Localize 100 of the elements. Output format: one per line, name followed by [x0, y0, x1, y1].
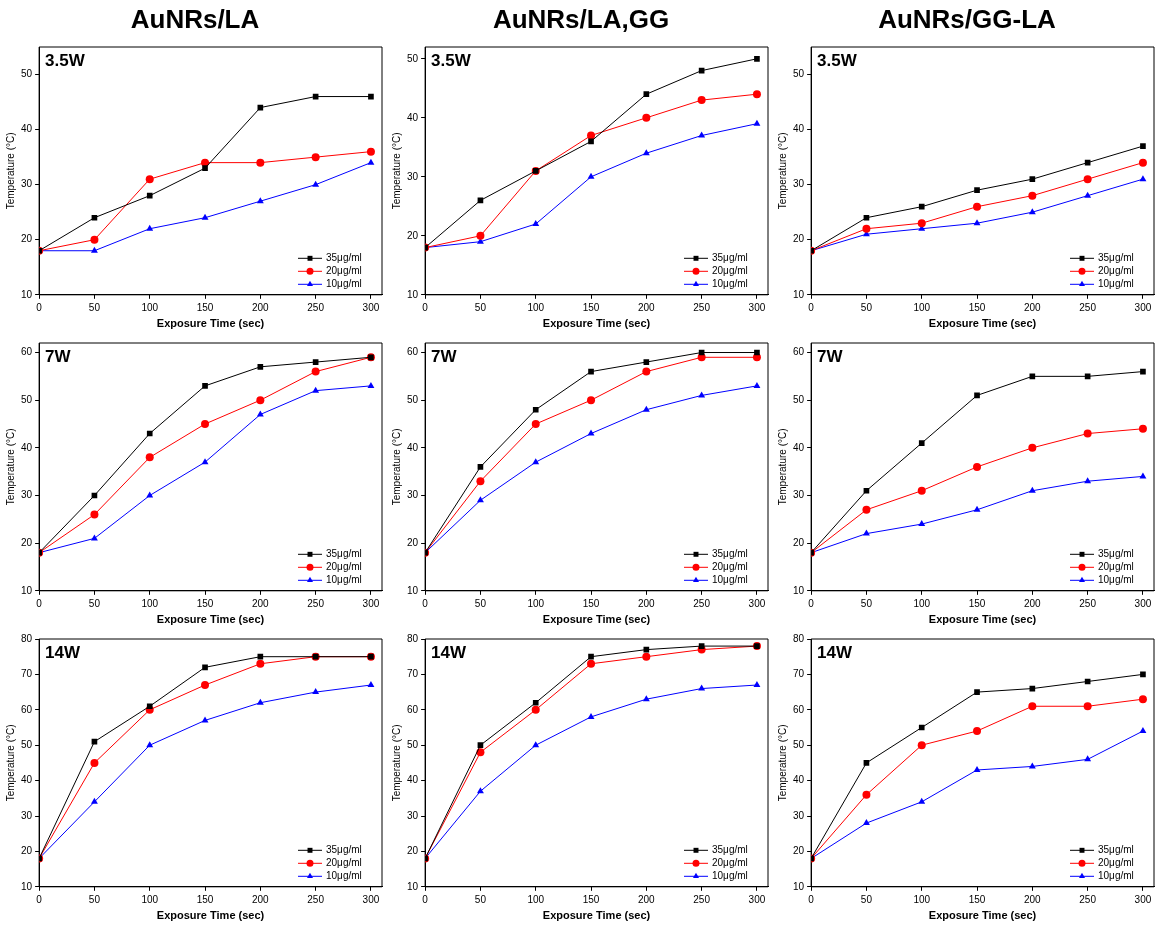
x-tick-label: 150 — [196, 301, 214, 313]
x-tick-label: 50 — [474, 597, 487, 609]
x-axis-title: Exposure Time (sec) — [928, 317, 1037, 330]
y-tick-label: 60 — [793, 346, 805, 358]
x-tick-label: 100 — [913, 597, 931, 609]
y-tick-label: 20 — [21, 845, 33, 857]
y-tick-label: 50 — [793, 393, 805, 405]
legend-label: 35μg/ml — [326, 548, 362, 560]
x-tick-label: 200 — [637, 597, 656, 609]
y-tick-label: 20 — [793, 233, 805, 245]
x-axis-title: Exposure Time (sec) — [542, 909, 651, 922]
x-tick-label: 300 — [1134, 597, 1152, 609]
x-tick-label: 0 — [808, 597, 815, 609]
legend-label: 10μg/ml — [712, 278, 748, 290]
y-tick-label: 50 — [793, 738, 805, 750]
legend-label: 20μg/ml — [326, 265, 362, 277]
x-tick-label: 50 — [860, 893, 873, 905]
y-tick-label: 40 — [21, 123, 33, 135]
legend-label: 35μg/ml — [326, 252, 362, 264]
y-tick-label: 60 — [407, 703, 419, 715]
x-tick-label: 150 — [968, 301, 986, 313]
y-tick-label: 80 — [407, 632, 419, 644]
y-tick-label: 20 — [793, 845, 805, 857]
y-tick-label: 50 — [21, 68, 33, 80]
x-tick-label: 100 — [527, 597, 545, 609]
x-tick-label: 100 — [141, 301, 159, 313]
x-tick-label: 200 — [251, 301, 270, 313]
y-tick-label: 70 — [21, 668, 33, 680]
x-tick-label: 250 — [1079, 893, 1097, 905]
x-tick-label: 250 — [307, 597, 325, 609]
legend-label: 20μg/ml — [1098, 561, 1134, 573]
annotation: 14W — [431, 643, 468, 663]
x-tick-label: 100 — [527, 301, 545, 313]
y-axis-title: Temperature (°C) — [4, 428, 16, 506]
y-tick-label: 30 — [793, 809, 805, 821]
legend-label: 35μg/ml — [326, 844, 362, 856]
x-tick-label: 300 — [748, 893, 766, 905]
legend-label: 10μg/ml — [1098, 574, 1134, 586]
x-tick-label: 50 — [88, 893, 101, 905]
legend-label: 10μg/ml — [326, 870, 362, 882]
y-tick-label: 10 — [407, 880, 419, 892]
y-tick-label: 40 — [21, 774, 33, 786]
y-tick-label: 40 — [793, 441, 805, 453]
x-tick-label: 0 — [422, 301, 429, 313]
legend-label: 20μg/ml — [1098, 265, 1134, 277]
y-tick-label: 10 — [21, 584, 33, 596]
x-tick-label: 300 — [1134, 893, 1152, 905]
y-tick-label: 40 — [793, 123, 805, 135]
y-tick-label: 10 — [793, 880, 805, 892]
y-tick-label: 10 — [793, 288, 805, 300]
x-tick-label: 150 — [196, 893, 214, 905]
y-tick-label: 20 — [21, 233, 33, 245]
annotation: 7W — [431, 347, 458, 367]
x-axis-title: Exposure Time (sec) — [156, 613, 265, 626]
y-tick-label: 80 — [793, 632, 805, 644]
y-axis-title: Temperature (°C) — [776, 428, 788, 506]
chart-title: AuNRs/LA,GG — [491, 3, 671, 36]
x-tick-label: 300 — [748, 301, 766, 313]
x-axis-title: Exposure Time (sec) — [542, 613, 651, 626]
y-axis-title: Temperature (°C) — [390, 132, 402, 210]
x-tick-label: 50 — [474, 893, 487, 905]
x-tick-label: 100 — [913, 893, 931, 905]
legend-label: 20μg/ml — [1098, 857, 1134, 869]
y-axis-title: Temperature (°C) — [4, 724, 16, 802]
y-tick-label: 20 — [21, 536, 33, 548]
y-tick-label: 10 — [21, 880, 33, 892]
x-tick-label: 200 — [637, 893, 656, 905]
x-tick-label: 250 — [307, 893, 325, 905]
y-tick-label: 30 — [793, 489, 805, 501]
y-tick-label: 50 — [407, 393, 419, 405]
x-tick-label: 100 — [141, 893, 159, 905]
legend-label: 10μg/ml — [712, 574, 748, 586]
x-tick-label: 50 — [88, 301, 101, 313]
x-axis-title: Exposure Time (sec) — [156, 317, 265, 330]
y-tick-label: 50 — [407, 738, 419, 750]
legend-label: 35μg/ml — [1098, 844, 1134, 856]
legend-label: 10μg/ml — [326, 278, 362, 290]
y-axis-title: Temperature (°C) — [776, 132, 788, 210]
y-axis-title: Temperature (°C) — [390, 724, 402, 802]
x-tick-label: 0 — [808, 893, 815, 905]
x-tick-label: 150 — [968, 893, 986, 905]
y-tick-label: 20 — [407, 229, 419, 241]
x-tick-label: 0 — [36, 301, 43, 313]
annotation: 3.5W — [817, 51, 858, 71]
x-tick-label: 200 — [251, 893, 270, 905]
x-tick-label: 50 — [88, 597, 101, 609]
y-tick-label: 10 — [21, 288, 33, 300]
x-tick-label: 150 — [582, 597, 600, 609]
x-tick-label: 200 — [251, 597, 270, 609]
y-tick-label: 40 — [793, 774, 805, 786]
annotation: 3.5W — [431, 51, 472, 71]
x-tick-label: 300 — [748, 597, 766, 609]
x-tick-label: 200 — [1023, 597, 1042, 609]
x-tick-label: 50 — [860, 597, 873, 609]
y-tick-label: 50 — [21, 738, 33, 750]
y-tick-label: 30 — [407, 489, 419, 501]
x-axis-title: Exposure Time (sec) — [156, 909, 265, 922]
legend-label: 35μg/ml — [712, 252, 748, 264]
y-tick-label: 60 — [407, 346, 419, 358]
legend-label: 10μg/ml — [1098, 870, 1134, 882]
